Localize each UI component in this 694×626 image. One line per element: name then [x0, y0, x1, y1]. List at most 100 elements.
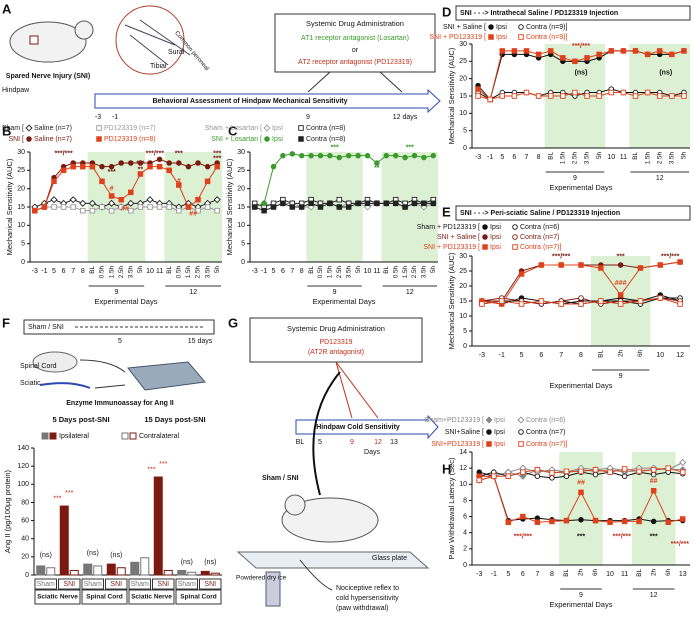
data-point [534, 519, 541, 525]
data-point [656, 48, 663, 54]
data-point [137, 171, 144, 177]
bar [46, 567, 56, 576]
arrow [299, 559, 333, 591]
data-point [617, 301, 624, 307]
y-tick-label: 10 [459, 313, 467, 320]
legend-group: SNI + PD123319 [ [429, 34, 486, 41]
significance-label: *** [331, 144, 339, 151]
bar [59, 505, 69, 576]
x-tick-label: SNI [157, 581, 169, 588]
legend-label: Contra (n=7)] [520, 244, 561, 251]
data-point [475, 86, 481, 92]
x-tick-label: -1 [487, 154, 493, 161]
significance-label: *** [577, 534, 585, 541]
y-tick-label: 30 [17, 149, 25, 156]
bar [187, 571, 197, 576]
x-tick-label: 3.5h [127, 266, 134, 279]
x-tick-label: 7 [535, 571, 539, 578]
x-tick-label: 5h [355, 266, 362, 274]
x-tick-label: 11 [373, 268, 380, 275]
x-tick-label: -3 [479, 352, 485, 359]
panel-letter: E [442, 204, 451, 219]
y-axis-label: Mechanical Sensitivity (AUC) [447, 47, 456, 144]
tissue-label: Sciatic Nerve [131, 594, 172, 601]
data-point [607, 469, 613, 475]
days-label: Days [364, 449, 380, 456]
y-tick-label: 0 [21, 259, 25, 266]
data-point [560, 93, 566, 99]
significance-label: *** [213, 150, 221, 157]
significance-label: (ns) [40, 552, 52, 559]
injury-label: Spared Nerve Injury (SNI) [6, 73, 90, 80]
data-point [578, 517, 584, 523]
x-tick-label: 0.5h [175, 266, 182, 279]
legend-group: SNI + Losartan [ [211, 136, 262, 143]
data-point [596, 51, 602, 58]
x-tick-label: 0.5h [99, 266, 106, 279]
x-tick-label: 0.5h [392, 266, 399, 279]
significance-label: ** [138, 166, 144, 173]
legend-marker [512, 224, 518, 230]
data-point [657, 262, 664, 268]
tissue-label: Spinal Cord [86, 594, 123, 601]
bar [153, 476, 163, 576]
data-point [511, 48, 518, 54]
legend-group: SNI+PD123319 [ [431, 441, 484, 448]
legend-label: Contra (n=7) [526, 429, 566, 436]
title-box [455, 5, 691, 21]
timeline-label: Hindpaw Cold Sensitivity [316, 424, 400, 431]
x-tick-label: 1.5h [108, 266, 115, 279]
significance-label: ## [650, 478, 658, 485]
data-point [487, 96, 493, 103]
data-point [535, 93, 542, 99]
panel-letter: F [2, 315, 10, 330]
significance-label: # [110, 186, 114, 193]
data-point [491, 473, 497, 479]
data-point [146, 196, 154, 204]
x-tick-label: -1 [261, 268, 267, 275]
legend-marker [41, 432, 49, 440]
day-label: -3 [95, 114, 101, 121]
x-tick-label: 8 [81, 268, 85, 275]
data-point [558, 262, 564, 268]
data-point [563, 468, 570, 475]
data-point [214, 207, 220, 214]
data-point [185, 204, 192, 210]
legend-group: SNI [ [8, 136, 24, 143]
data-point [592, 517, 599, 524]
significance-label: (ns) [87, 550, 99, 557]
significance-label: ** [374, 165, 380, 172]
drug-note: (AT2R antagonist) [308, 349, 364, 356]
legend-marker [518, 441, 524, 447]
x-tick-label: 3.5h [584, 152, 591, 165]
y-tick-label: 30 [237, 149, 245, 156]
plate-label: Glass plate [372, 555, 407, 562]
x-tick-label: 7 [290, 268, 294, 275]
x-tick-label: 10 [364, 268, 372, 275]
x-tick-label: BL [547, 152, 554, 160]
data-point [51, 204, 57, 210]
x-tick-label: BL [563, 569, 570, 577]
legend-label: Ipsi [494, 441, 505, 448]
x-tick-label: 10 [146, 268, 154, 275]
legend-label: Saline (n=7) [34, 125, 72, 132]
data-point [563, 517, 570, 524]
legend-group: Sham + PD123319 [ [417, 224, 480, 231]
legend-marker [49, 432, 57, 440]
y-tick-label: 25 [459, 58, 467, 65]
y-tick-label: 15 [237, 204, 245, 211]
mouse-head [74, 20, 94, 40]
data-point [147, 163, 153, 170]
x-tick-label: -3 [476, 571, 482, 578]
data-point [336, 204, 343, 210]
data-point [392, 200, 399, 207]
x-tick-label: 3.5h [345, 266, 352, 279]
data-point [204, 163, 211, 170]
x-tick-label: 6 [512, 154, 516, 161]
sciatic-drawing [39, 382, 91, 389]
x-tick-label: Sham [84, 581, 102, 588]
data-point [679, 516, 686, 522]
data-point [621, 473, 628, 479]
data-point [650, 487, 657, 494]
x-axis-label: Experimental Days [313, 297, 376, 306]
